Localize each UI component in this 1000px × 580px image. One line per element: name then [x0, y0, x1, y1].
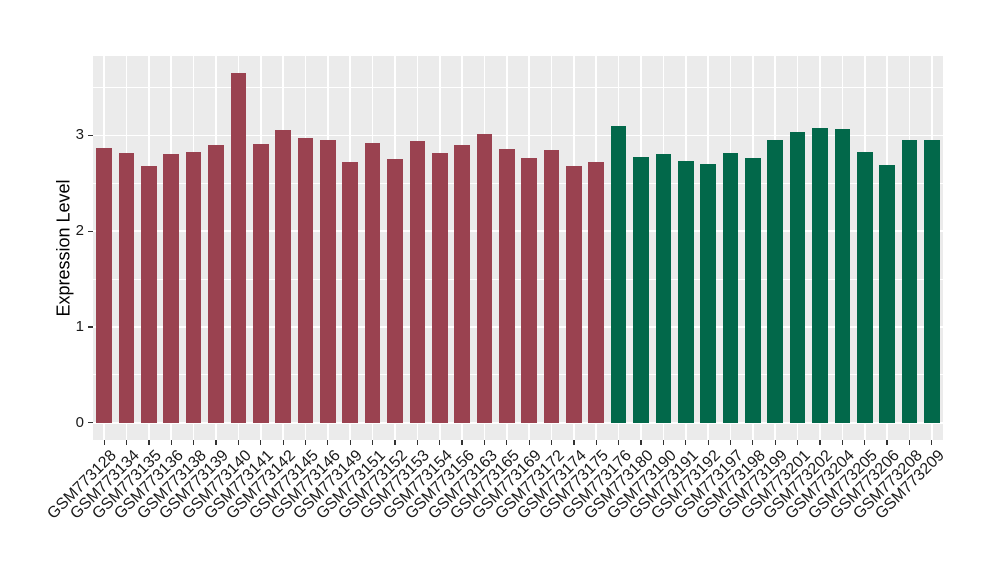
bar — [96, 147, 112, 423]
x-axis-tick — [148, 440, 150, 445]
bar — [856, 151, 873, 423]
plot-panel — [93, 56, 943, 440]
gridline-minor-y — [93, 87, 943, 89]
y-axis-tick — [88, 230, 93, 232]
bar — [879, 165, 895, 423]
bar — [498, 148, 515, 423]
bar — [700, 164, 716, 423]
bar — [767, 140, 784, 423]
x-axis-tick — [304, 440, 307, 445]
x-axis-tick — [215, 440, 217, 445]
x-axis-tick — [595, 440, 597, 445]
x-axis-tick — [662, 440, 664, 445]
x-axis-tick — [908, 440, 911, 445]
x-axis-tick — [707, 440, 709, 445]
bar — [476, 133, 493, 423]
y-axis-tick — [88, 422, 93, 424]
bar — [655, 153, 672, 423]
x-axis-tick — [416, 440, 418, 445]
y-axis-tick-label: 3 — [75, 126, 84, 144]
bar — [789, 131, 806, 423]
bar — [454, 145, 470, 423]
bar — [141, 166, 157, 423]
bar — [543, 149, 560, 423]
x-axis-tick — [550, 440, 553, 445]
bar — [118, 152, 135, 423]
x-axis-tick — [483, 440, 486, 445]
bar — [834, 128, 851, 423]
bar — [320, 140, 336, 423]
x-axis-tick — [729, 440, 732, 445]
gridline-minor-y — [93, 182, 943, 184]
bar — [252, 144, 269, 423]
x-axis-tick — [193, 440, 195, 445]
x-axis-tick — [573, 440, 575, 445]
bar — [185, 151, 202, 423]
gridline-major-y — [93, 230, 943, 233]
x-axis-tick — [103, 440, 105, 445]
x-axis-tick — [394, 440, 396, 445]
bar — [230, 73, 247, 423]
bar — [387, 159, 403, 423]
x-axis-tick — [260, 440, 262, 445]
x-axis-tick — [864, 440, 866, 445]
x-axis-tick — [349, 440, 351, 445]
bar — [901, 140, 918, 423]
x-axis-tick — [282, 440, 284, 445]
bar — [812, 127, 828, 423]
x-axis-tick — [439, 440, 441, 445]
gridline-minor-y — [93, 374, 943, 376]
y-axis-title: Expression Level — [53, 179, 74, 317]
bar — [633, 156, 649, 423]
bar — [342, 162, 359, 423]
y-axis-tick — [88, 134, 93, 137]
x-axis-tick — [506, 440, 508, 445]
x-axis-tick — [125, 440, 128, 445]
gridline-major-y — [93, 421, 943, 424]
x-axis-tick — [797, 440, 799, 445]
bar — [409, 141, 426, 423]
bar — [297, 138, 314, 423]
bar — [566, 166, 582, 423]
x-axis-tick — [170, 440, 172, 445]
x-axis-tick — [461, 440, 463, 445]
bar — [364, 143, 381, 423]
bar — [677, 161, 694, 423]
y-axis-tick — [88, 326, 93, 328]
bar — [588, 162, 605, 423]
x-axis-tick — [819, 440, 821, 445]
x-axis-tick — [886, 440, 888, 445]
bar — [163, 153, 180, 423]
gridline-minor-y — [93, 278, 943, 280]
x-axis-tick — [752, 440, 754, 445]
x-axis-tick — [327, 440, 329, 445]
y-axis-tick-label: 0 — [75, 413, 84, 431]
y-axis-tick-label: 2 — [75, 222, 84, 240]
x-axis-tick — [372, 440, 374, 445]
y-axis-tick-label: 1 — [75, 318, 84, 335]
x-axis-tick — [774, 440, 776, 445]
gridline-major-y — [93, 134, 943, 137]
x-axis-tick — [841, 440, 843, 445]
gridline-major-y — [93, 326, 943, 328]
x-axis-tick — [618, 440, 620, 445]
bar — [431, 152, 448, 423]
bar — [923, 140, 940, 423]
bar — [275, 129, 291, 423]
bar — [722, 152, 739, 423]
bar — [745, 157, 761, 423]
x-axis-tick — [640, 440, 642, 445]
x-axis-tick — [528, 440, 530, 445]
x-axis-tick — [685, 440, 687, 445]
x-axis-tick — [237, 440, 239, 445]
bar — [521, 158, 537, 423]
bar — [208, 145, 224, 423]
bar — [610, 125, 627, 423]
x-axis-tick — [931, 440, 933, 445]
